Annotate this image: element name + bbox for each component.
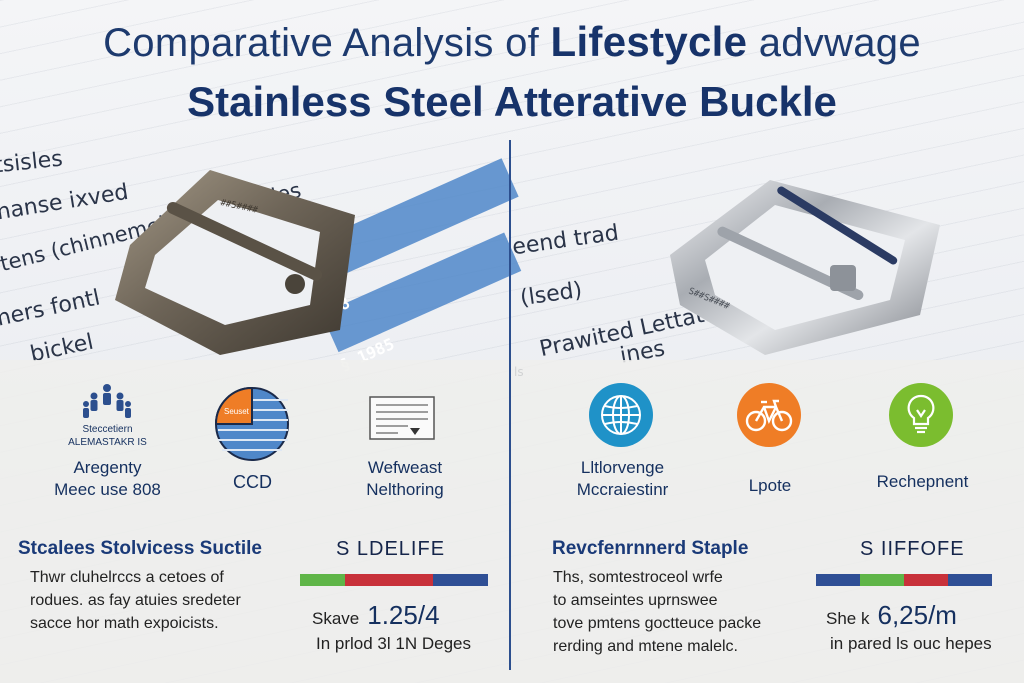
feature-2-title: CCD	[233, 472, 272, 492]
right-body-line-2: to amseintes uprnswee	[553, 592, 718, 609]
right-feature-1-subtitle: Mccraiestinr	[576, 480, 669, 499]
page-title: Comparative Analysis of Lifestycle advwa…	[0, 18, 1024, 66]
right-feature-3-title: Rechepnent	[876, 472, 969, 491]
right-body-line-4: rerding and mtene malelc.	[553, 638, 738, 655]
pie-chart-icon: Seuset	[214, 386, 289, 461]
feature-1-subtitle: Meec use 808	[54, 480, 161, 499]
left-buckle-image: ##5####	[115, 170, 355, 355]
center-divider	[509, 140, 511, 670]
right-stripe-red	[904, 574, 948, 586]
page-subtitle: Stainless Steel Atterative Buckle	[187, 78, 837, 125]
lightbulb-icon	[889, 383, 953, 447]
left-stripe-red	[345, 574, 433, 586]
right-stripe-blue-1	[816, 574, 860, 586]
feature-1-caption-1: Steccetiern	[82, 424, 133, 435]
bicycle-icon	[737, 383, 801, 447]
right-stat-heading: S IIFFOFE	[860, 538, 965, 560]
left-body-line-3: sacce hor math expoicists.	[30, 615, 219, 632]
title-part-1: Comparative Analysis of	[103, 21, 540, 65]
left-body-line-2: rodues. as fay atuies sredeter	[30, 592, 241, 609]
left-stripe-blue	[433, 574, 488, 586]
people-icon	[83, 384, 131, 418]
feature-3-subtitle: Nelthoring	[366, 480, 444, 499]
left-stat-note: In prlod 3l 1N Deges	[316, 634, 471, 653]
left-stat-line: Skave 1.25/4	[312, 600, 440, 631]
right-feature-1-title: Lltlorvenge	[580, 458, 665, 477]
right-feature-2-title: Lpote	[748, 476, 792, 495]
document-icon	[369, 396, 435, 440]
right-body-line-1: Ths, somtestroceol wrfe	[553, 569, 723, 586]
left-stat-heading: S LDELIFE	[336, 538, 446, 560]
left-stat-value: 1.25/4	[367, 600, 440, 630]
globe-icon	[589, 383, 653, 447]
right-stat-label: She k	[826, 609, 870, 628]
feature-3-title: Wefweast	[367, 458, 443, 477]
feature-1-title: Aregenty	[73, 458, 142, 477]
left-stripe-green	[300, 574, 345, 586]
left-stat-label: Skave	[312, 609, 360, 628]
right-buckle-image: S##S####	[670, 180, 940, 355]
left-section-heading: Stcalees Stolvicess Suctile	[18, 538, 262, 559]
right-section-heading: Revcfenrnnerd Staple	[552, 538, 749, 559]
right-stat-line: She k 6,25/m	[826, 600, 957, 631]
right-stripe-green	[860, 574, 904, 586]
title-part-3: advwage	[758, 21, 921, 65]
right-body-line-3: tove pmtens goctteuce packe	[553, 615, 762, 632]
right-stat-note: in pared ls ouc hepes	[830, 634, 992, 653]
lower-panel	[0, 360, 1024, 683]
right-stripe-blue-2	[948, 574, 992, 586]
right-stat-value: 6,25/m	[877, 600, 957, 630]
feature-1-caption-2: ALEMASTAKR IS	[68, 437, 147, 448]
left-body-line-1: Thwr cluhelrccs a cetoes of	[30, 569, 224, 586]
title-part-2: Lifestycle	[550, 18, 748, 65]
pie-chart-caption: Seuset	[224, 407, 250, 416]
